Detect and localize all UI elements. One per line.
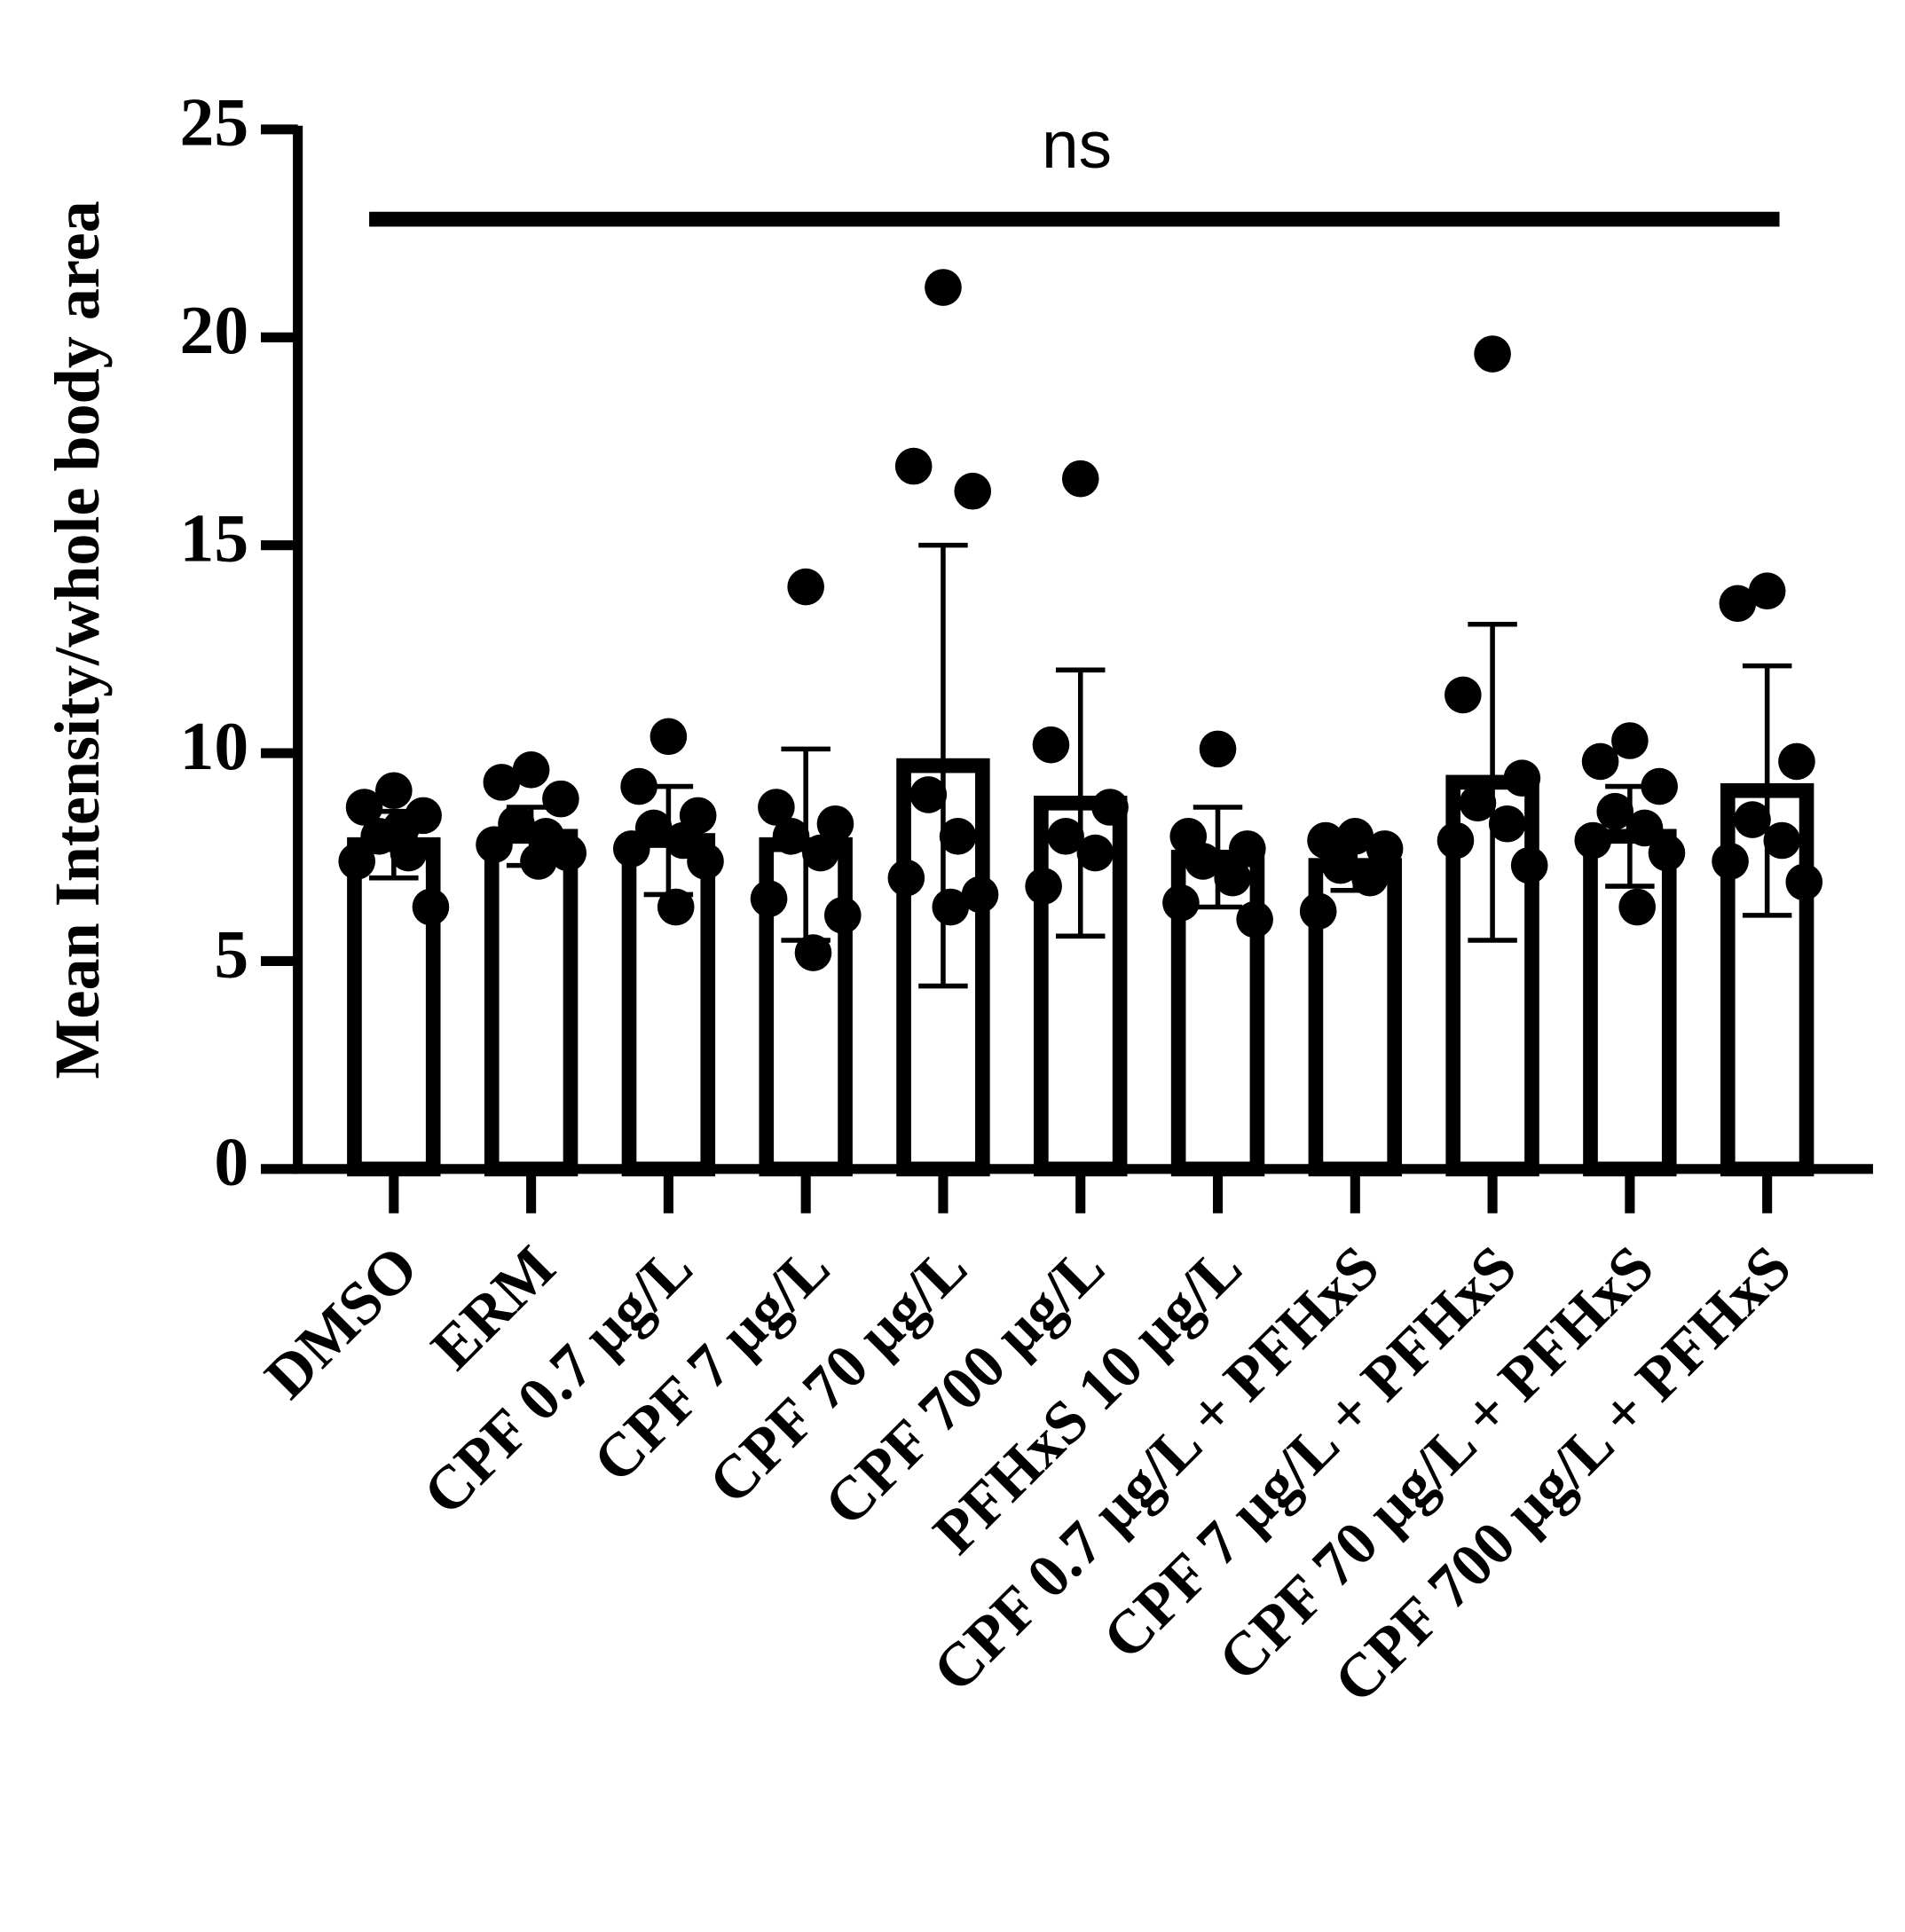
bar <box>1720 782 1814 1177</box>
data-point <box>1437 821 1475 860</box>
data-point <box>375 772 413 810</box>
bar <box>1034 795 1128 1177</box>
data-point <box>1611 722 1649 759</box>
data-point <box>1503 759 1541 797</box>
data-point <box>1648 834 1686 872</box>
data-point <box>483 764 521 801</box>
data-point <box>1444 676 1482 714</box>
data-point <box>549 834 587 872</box>
y-tick-label: 5 <box>214 915 248 992</box>
data-point <box>1047 818 1084 855</box>
data-point <box>961 876 999 914</box>
data-point <box>802 834 839 872</box>
data-point <box>1574 821 1612 860</box>
data-point <box>1474 335 1511 373</box>
data-point <box>1734 801 1771 838</box>
data-point <box>520 843 557 880</box>
data-point <box>816 805 854 843</box>
data-point <box>1581 742 1619 781</box>
data-point <box>1763 821 1801 860</box>
data-point <box>612 830 650 868</box>
data-point <box>1641 767 1678 805</box>
x-tick-label: DMSO <box>252 1232 431 1411</box>
data-point <box>894 447 933 485</box>
data-point <box>512 751 550 789</box>
data-point <box>1032 726 1070 764</box>
data-point <box>909 776 948 813</box>
data-point <box>1618 888 1657 926</box>
data-point <box>1061 459 1099 498</box>
data-point <box>1748 572 1786 610</box>
data-point <box>1321 846 1359 884</box>
data-point <box>939 818 977 855</box>
bar <box>896 758 990 1177</box>
data-point <box>338 843 376 880</box>
data-point <box>1214 859 1251 897</box>
y-axis-label: Mean Intensity/whole body area <box>42 200 113 1079</box>
data-point <box>1162 884 1200 922</box>
significance-label: ns <box>1042 107 1112 182</box>
data-point <box>1185 843 1222 880</box>
data-point <box>794 934 832 971</box>
data-point <box>1025 868 1062 905</box>
data-point <box>345 789 383 826</box>
data-point <box>1719 585 1757 623</box>
data-point <box>1778 742 1815 781</box>
data-point <box>925 269 962 306</box>
data-point <box>1076 834 1114 872</box>
y-tick-label: 0 <box>214 1124 248 1200</box>
data-point <box>1236 900 1273 939</box>
data-point <box>649 718 688 756</box>
data-point <box>772 818 810 855</box>
data-point <box>542 780 579 818</box>
data-point <box>932 888 970 926</box>
data-point <box>1091 789 1129 826</box>
y-tick-label: 15 <box>180 499 249 576</box>
data-point <box>1229 830 1266 868</box>
data-point <box>1299 892 1337 931</box>
data-point <box>1626 809 1664 847</box>
y-tick-label: 10 <box>180 708 249 784</box>
data-point <box>1488 805 1526 843</box>
data-point <box>476 826 513 863</box>
data-point <box>758 789 795 826</box>
bar <box>484 829 579 1177</box>
data-point <box>1596 792 1634 830</box>
data-point <box>657 888 695 926</box>
y-tick-label: 25 <box>180 84 249 161</box>
data-point <box>1336 818 1374 855</box>
data-point <box>823 897 862 934</box>
bar <box>1445 774 1539 1177</box>
data-point <box>1712 843 1749 880</box>
data-point <box>412 888 450 926</box>
data-point <box>1199 730 1237 768</box>
data-point <box>750 880 788 917</box>
data-point <box>954 472 992 510</box>
data-point <box>382 809 420 847</box>
data-point <box>1366 830 1404 868</box>
y-tick-label: 20 <box>180 292 249 368</box>
data-point <box>1510 846 1548 884</box>
data-point <box>1459 784 1497 822</box>
data-point <box>887 859 925 897</box>
data-point <box>1785 863 1823 901</box>
data-point <box>620 767 657 805</box>
data-point <box>1351 859 1389 897</box>
data-point <box>787 568 824 606</box>
data-point <box>687 843 724 880</box>
